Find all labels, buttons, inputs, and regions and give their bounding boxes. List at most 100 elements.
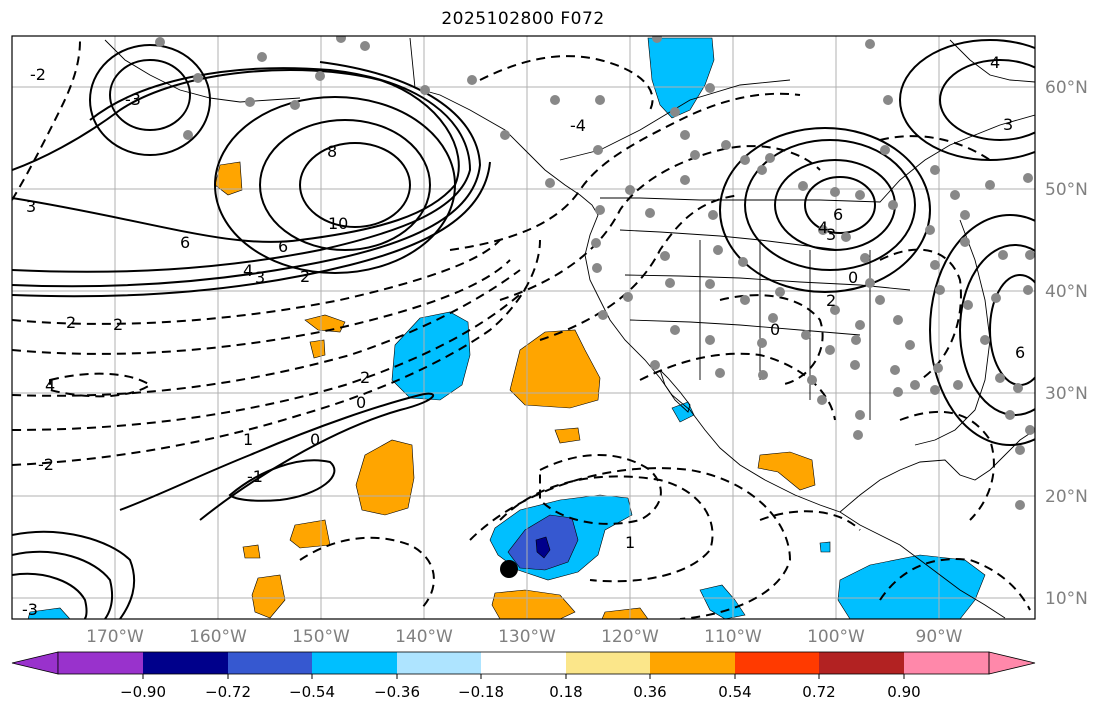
- shade-blue-corner: [27, 607, 71, 619]
- contour-label: 3: [826, 225, 836, 244]
- station-dots: [155, 36, 1035, 510]
- latitude-labels: 60°N 50°N 40°N 30°N 20°N 10°N: [1045, 78, 1088, 609]
- lon-label: 110°W: [704, 627, 762, 647]
- colorbar-segment: [566, 652, 650, 674]
- contour-label: 0: [356, 393, 366, 412]
- shade-blue-small-east: [699, 584, 746, 619]
- shade-orange-small7: [251, 574, 286, 619]
- contour-label: 0: [848, 268, 858, 287]
- lat-label: 50°N: [1045, 180, 1088, 200]
- colorbar-segment: [143, 652, 228, 674]
- contour-label: -3: [22, 600, 38, 619]
- contour-label: 8: [327, 142, 337, 161]
- colorbar-segment: [735, 652, 819, 674]
- contour-label: 0: [310, 430, 320, 449]
- contour-label: -3: [125, 90, 141, 109]
- contour-label: 4: [243, 261, 253, 280]
- lat-label: 60°N: [1045, 78, 1088, 98]
- contours-dashed: [12, 39, 1031, 619]
- contour-label: 3: [1003, 115, 1013, 134]
- colorbar-segment: [312, 652, 397, 674]
- contour-label: 4: [818, 218, 828, 237]
- storm-center-marker: [500, 560, 518, 578]
- lon-label: 170°W: [86, 627, 144, 647]
- lat-label: 40°N: [1045, 282, 1088, 302]
- contour-label: 2: [826, 291, 836, 310]
- colorbar-segment: [904, 652, 989, 674]
- contour-label: 4: [990, 53, 1000, 72]
- colorbar-tick-label: −0.36: [374, 683, 420, 701]
- contour-label: 4: [45, 376, 55, 395]
- shade-orange-small4: [554, 427, 581, 444]
- colorbar: −0.90 −0.72 −0.54 −0.36 −0.18 0.18 0.36 …: [11, 651, 1036, 701]
- shade-orange-mid: [355, 439, 415, 516]
- contour-label: -2: [30, 65, 46, 84]
- contour-label: 1: [243, 430, 253, 449]
- shade-blue-alaska: [647, 37, 715, 119]
- shade-blue-small-baja: [671, 401, 695, 423]
- colorbar-segment: [819, 652, 904, 674]
- contour-label: 2: [360, 368, 370, 387]
- anomaly-shading: [27, 37, 986, 619]
- contour-label: 3: [255, 268, 265, 287]
- colorbar-tick-label: 0.54: [718, 683, 751, 701]
- shade-orange-northeast: [509, 329, 601, 409]
- shade-orange-south2: [601, 607, 649, 619]
- contour-label: 6: [180, 233, 190, 252]
- contour-labels: 8 10 6 6 4 3 3 2 2 4 2 0 1 -1 -2 -3 2 1 …: [22, 53, 1025, 619]
- shade-orange-mexico: [757, 451, 816, 491]
- lat-label: 30°N: [1045, 384, 1088, 404]
- shade-navy-core: [535, 536, 551, 559]
- shade-blue-gulf: [837, 554, 986, 619]
- shade-orange-small1: [214, 161, 243, 196]
- lon-label: 100°W: [807, 627, 865, 647]
- contour-label: 2: [300, 267, 310, 286]
- contour-label: 6: [278, 237, 288, 256]
- colorbar-segment: [228, 652, 312, 674]
- colorbar-segment: [481, 652, 566, 674]
- colorbar-tick-label: −0.54: [289, 683, 335, 701]
- map-frame: [11, 35, 1036, 620]
- contour-label: 0: [770, 320, 780, 339]
- contour-label: 10: [328, 214, 348, 233]
- lon-label: 120°W: [601, 627, 659, 647]
- colorbar-tick-label: 0.36: [633, 683, 666, 701]
- contour-label: 3: [26, 197, 36, 216]
- colorbar-tick-label: −0.72: [205, 683, 251, 701]
- colorbar-segment: [397, 652, 481, 674]
- lon-label: 140°W: [395, 627, 453, 647]
- shade-orange-small5: [289, 519, 331, 549]
- contour-label: -4: [570, 116, 586, 135]
- lat-label: 20°N: [1045, 487, 1088, 507]
- contour-label: 1: [625, 533, 635, 552]
- colorbar-tick-label: 0.72: [802, 683, 835, 701]
- shade-orange-small3: [309, 339, 326, 359]
- shade-blue-tiny: [819, 541, 831, 553]
- colorbar-segment: [58, 652, 143, 674]
- lon-label: 130°W: [498, 627, 556, 647]
- lon-label: 90°W: [916, 627, 963, 647]
- shade-orange-south: [491, 589, 576, 619]
- lat-label: 10°N: [1045, 589, 1088, 609]
- contours-solid: [12, 39, 1035, 619]
- shade-orange-small2: [304, 314, 346, 333]
- map-title: 2025102800 F072: [441, 9, 605, 29]
- contour-label: 6: [1015, 343, 1025, 362]
- contour-label: 2: [66, 313, 76, 332]
- contour-label: 6: [833, 205, 843, 224]
- lon-label: 160°W: [189, 627, 247, 647]
- colorbar-max-extension: [988, 651, 1036, 675]
- contour-label: -1: [247, 467, 263, 486]
- colorbar-min-extension: [11, 651, 59, 675]
- contour-label: -2: [38, 455, 54, 474]
- lon-label: 150°W: [292, 627, 350, 647]
- colorbar-tick-label: −0.90: [120, 683, 166, 701]
- colorbar-tick-label: 0.90: [887, 683, 920, 701]
- shade-blue-pacific: [391, 311, 471, 401]
- shade-orange-small6: [242, 544, 261, 559]
- contour-label: 2: [113, 315, 123, 334]
- colorbar-segment: [650, 652, 735, 674]
- colorbar-frame: [57, 651, 990, 675]
- longitude-labels: 170°W 160°W 150°W 140°W 130°W 120°W 110°…: [86, 627, 963, 647]
